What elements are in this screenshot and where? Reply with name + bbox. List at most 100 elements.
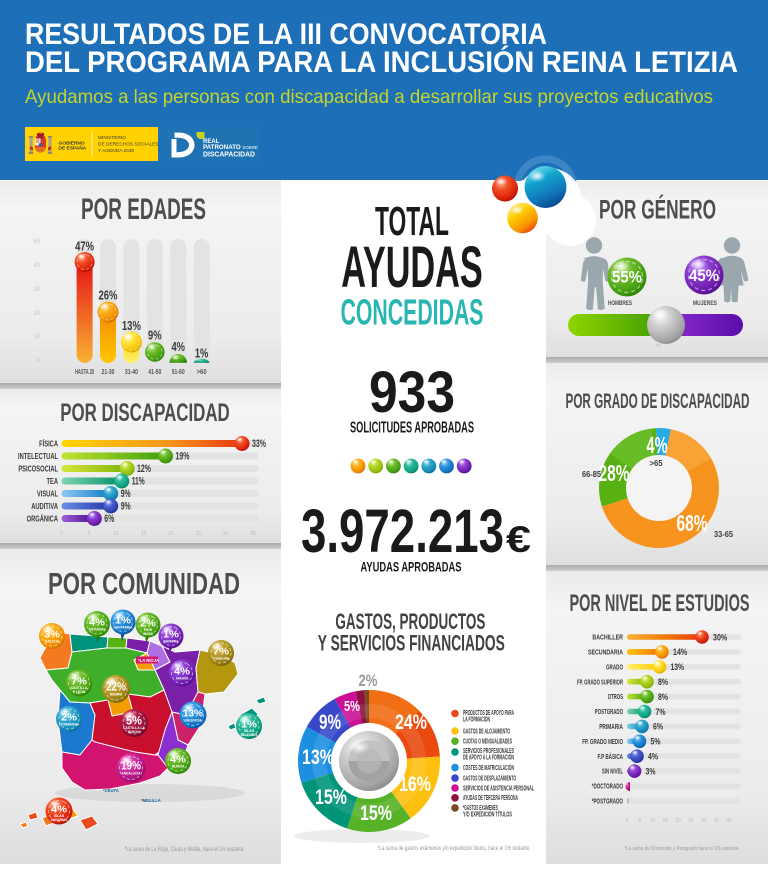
svg-text:ISLAS: ISLAS: [54, 814, 65, 818]
svg-text:Y/O EXPEDICIÓN TÍTULOS: Y/O EXPEDICIÓN TÍTULOS: [463, 810, 512, 819]
svg-text:*LA RIOJA: *LA RIOJA: [138, 658, 159, 663]
svg-text:HASTA 20: HASTA 20: [75, 369, 94, 376]
svg-text:ANDALUCÍA: ANDALUCÍA: [122, 771, 141, 776]
svg-text:HOMBRES: HOMBRES: [608, 300, 632, 307]
svg-text:>65: >65: [650, 459, 664, 468]
svg-text:4%: 4%: [174, 666, 191, 678]
svg-text:CUOTAS O MENSUALIDADES: CUOTAS O MENSUALIDADES: [463, 739, 512, 746]
svg-text:*GASTOS EXÁMENES: *GASTOS EXÁMENES: [463, 803, 498, 812]
svg-text:*MELILLA: *MELILLA: [141, 798, 161, 803]
svg-text:4%: 4%: [89, 617, 106, 629]
svg-text:0: 0: [37, 358, 41, 364]
svg-text:2%: 2%: [359, 671, 378, 690]
svg-text:POR DISCAPACIDAD: POR DISCAPACIDAD: [60, 399, 230, 427]
svg-text:AYUDAS APROBADAS: AYUDAS APROBADAS: [361, 559, 462, 575]
svg-text:MUJERES: MUJERES: [693, 300, 717, 307]
svg-text:20: 20: [675, 818, 681, 824]
svg-text:VASCO: VASCO: [143, 632, 154, 636]
svg-text:4%: 4%: [170, 754, 187, 766]
svg-text:>60: >60: [197, 369, 207, 376]
svg-text:45%: 45%: [689, 267, 719, 285]
svg-text:10: 10: [113, 531, 119, 537]
svg-text:15%: 15%: [360, 802, 392, 825]
svg-text:13%: 13%: [122, 318, 141, 333]
svg-text:11%: 11%: [132, 476, 145, 488]
svg-text:CONCEDIDAS: CONCEDIDAS: [341, 292, 484, 333]
svg-text:10: 10: [33, 334, 40, 340]
svg-text:7%: 7%: [71, 676, 88, 688]
svg-text:1%: 1%: [195, 346, 209, 361]
svg-text:9%: 9%: [121, 501, 131, 513]
svg-text:Y LEÓN: Y LEÓN: [73, 689, 86, 694]
svg-text:22%: 22%: [106, 682, 126, 694]
svg-text:DEL PROGRAMA PARA LA INCLUSIÓN: DEL PROGRAMA PARA LA INCLUSIÓN REINA LET…: [25, 45, 738, 79]
svg-text:28%: 28%: [599, 460, 630, 486]
svg-text:4%: 4%: [648, 752, 658, 762]
svg-text:5%: 5%: [651, 737, 661, 747]
svg-text:40: 40: [726, 818, 732, 824]
svg-text:3.972.213: 3.972.213: [301, 497, 504, 565]
svg-text:*CEUTA: *CEUTA: [103, 788, 119, 793]
svg-text:35: 35: [250, 531, 256, 537]
svg-text:25: 25: [196, 531, 202, 537]
svg-text:DE ESPAÑA: DE ESPAÑA: [59, 145, 87, 152]
svg-text:POR GÉNERO: POR GÉNERO: [599, 195, 716, 225]
svg-text:6%: 6%: [104, 513, 114, 525]
svg-text:MADRID: MADRID: [110, 693, 123, 697]
svg-text:13%: 13%: [183, 708, 204, 720]
svg-text:*POSTGRADO: *POSTGRADO: [592, 797, 623, 806]
svg-text:CASTILLA LA: CASTILLA LA: [123, 726, 145, 730]
svg-text:3%: 3%: [44, 629, 61, 641]
svg-text:CANTABRIA: CANTABRIA: [114, 626, 133, 630]
svg-text:F.P BÁSICA: F.P BÁSICA: [598, 752, 624, 761]
svg-text:0: 0: [60, 531, 63, 537]
svg-text:13%: 13%: [302, 746, 334, 769]
svg-text:5: 5: [638, 818, 641, 824]
svg-text:4%: 4%: [51, 804, 68, 816]
svg-text:SOLICITUDES APROBADAS: SOLICITUDES APROBADAS: [350, 420, 474, 437]
svg-text:ARAGÓN: ARAGÓN: [176, 676, 189, 681]
svg-text:Ayudamos a las personas con di: Ayudamos a las personas con discapacidad…: [25, 86, 713, 108]
svg-text:SERVICIOS DE ASISTENCIA PERSON: SERVICIOS DE ASISTENCIA PERSONAL: [463, 785, 534, 792]
svg-text:Y SERVICIOS FINANCIADOS: Y SERVICIOS FINANCIADOS: [318, 631, 505, 656]
svg-text:47%: 47%: [75, 239, 94, 254]
svg-text:16%: 16%: [399, 773, 431, 796]
svg-text:GASTOS, PRODUCTOS: GASTOS, PRODUCTOS: [335, 609, 485, 634]
svg-text:5%: 5%: [126, 716, 142, 728]
svg-text:BACHILLER: BACHILLER: [592, 633, 623, 642]
svg-text:PAÍS: PAÍS: [144, 627, 153, 632]
svg-text:GRADO: GRADO: [606, 662, 623, 671]
svg-text:19%: 19%: [176, 451, 190, 463]
svg-text:6%: 6%: [653, 722, 663, 732]
svg-text:51-60: 51-60: [172, 369, 185, 376]
svg-text:ASTURIAS: ASTURIAS: [89, 628, 106, 632]
svg-text:NAVARRA: NAVARRA: [164, 640, 179, 644]
svg-text:9%: 9%: [121, 488, 131, 500]
svg-text:TOTAL: TOTAL: [375, 198, 449, 244]
svg-text:€: €: [506, 519, 531, 560]
svg-text:VALENCIA: VALENCIA: [185, 719, 202, 723]
svg-text:1%: 1%: [163, 629, 180, 641]
svg-text:12%: 12%: [137, 463, 151, 475]
svg-text:50: 50: [33, 239, 40, 245]
svg-text:EXTREMADURA: EXTREMADURA: [59, 723, 79, 727]
svg-text:SECUNDARIA: SECUNDARIA: [588, 648, 623, 657]
svg-text:8%: 8%: [658, 677, 668, 687]
svg-text:TEA: TEA: [46, 478, 58, 486]
svg-text:19%: 19%: [121, 761, 141, 773]
svg-text:33-65: 33-65: [714, 530, 734, 539]
svg-text:OTROS: OTROS: [608, 692, 623, 701]
svg-text:REAL: REAL: [203, 139, 220, 145]
svg-text:POR NIVEL DE ESTUDIOS: POR NIVEL DE ESTUDIOS: [570, 590, 750, 617]
svg-text:933: 933: [369, 360, 455, 425]
svg-text:30: 30: [223, 531, 229, 537]
svg-text:10: 10: [650, 818, 656, 824]
svg-text:COSTES DE MATRICULACIÓN: COSTES DE MATRICULACIÓN: [463, 763, 514, 772]
svg-text:5: 5: [88, 531, 91, 537]
svg-text:AYUDAS DE TERCERA PERSONA: AYUDAS DE TERCERA PERSONA: [463, 795, 518, 802]
svg-text:FÍSICA: FÍSICA: [39, 438, 58, 448]
svg-text:3%: 3%: [646, 766, 656, 776]
svg-text:35: 35: [714, 818, 720, 824]
svg-text:4%: 4%: [647, 432, 668, 458]
svg-text:24%: 24%: [395, 711, 427, 734]
